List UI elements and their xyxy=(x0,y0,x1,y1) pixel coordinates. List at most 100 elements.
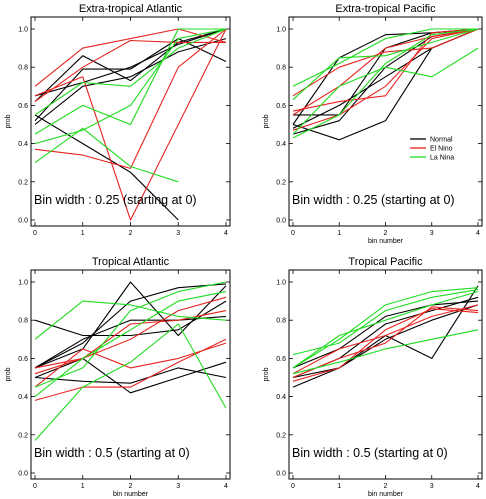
y-axis-label: prob xyxy=(263,367,270,381)
chart-panel-3: Tropical Atlantic 0.0 0.2 0.4 0.6 0.8 1.0 0 1 2 3 4… xyxy=(5,256,231,498)
chart-title: Extra-tropical Pacific xyxy=(335,3,436,15)
series-line-el-nino-7 xyxy=(34,39,226,103)
y-tick-label: 0.8 xyxy=(276,65,286,72)
series-line-normal-5 xyxy=(34,28,227,97)
series-line-el-nino-6 xyxy=(34,28,227,87)
x-tick-label: 4 xyxy=(476,483,480,490)
series-line-el-nino-9 xyxy=(34,342,227,388)
series-line-normal-3 xyxy=(34,367,227,384)
chart-title: Tropical Pacific xyxy=(348,256,423,268)
y-tick-label: 0.4 xyxy=(276,394,286,401)
x-axis-label: bin number xyxy=(368,238,404,245)
series-line-la-nina-13 xyxy=(34,127,179,183)
series-line-normal-1 xyxy=(34,38,227,122)
y-tick-label: 1.0 xyxy=(276,27,286,34)
x-tick-label: 3 xyxy=(430,230,434,237)
y-tick-label: 0.4 xyxy=(276,141,286,148)
y-tick-label: 0.6 xyxy=(276,103,286,110)
y-tick-label: 0.4 xyxy=(18,141,28,148)
series-line-la-nina-12 xyxy=(292,47,479,135)
series-line-normal-5 xyxy=(34,281,227,369)
series-line-el-nino-9 xyxy=(292,28,479,131)
chart-panel-4: Tropical Pacific 0.0 0.2 0.4 0.6 0.8 1.0 0 1 2 3 4 p… xyxy=(263,256,483,498)
x-tick-label: 2 xyxy=(129,483,133,490)
series-line-el-nino-6 xyxy=(292,304,479,375)
x-tick-label: 2 xyxy=(384,483,388,490)
x-tick-label: 3 xyxy=(176,230,180,237)
series-line-el-nino-7 xyxy=(292,28,479,116)
y-tick-label: 0.6 xyxy=(18,356,28,363)
series-line-el-nino-8 xyxy=(34,28,227,169)
series-line-la-nina-11 xyxy=(292,329,479,375)
series-line-la-nina-10 xyxy=(292,291,479,369)
series-line-la-nina-14 xyxy=(34,291,227,398)
y-tick-label: 0.0 xyxy=(18,218,28,225)
y-tick-label: 0.2 xyxy=(276,432,286,439)
x-tick-label: 3 xyxy=(176,483,180,490)
series-line-normal-1 xyxy=(34,300,227,337)
y-axis-label: prob xyxy=(263,114,270,128)
series-line-la-nina-13 xyxy=(292,28,479,101)
series-line-la-nina-11 xyxy=(292,28,479,139)
y-tick-label: 0.2 xyxy=(18,432,28,439)
y-tick-label: 1.0 xyxy=(18,27,28,34)
x-tick-label: 1 xyxy=(337,483,341,490)
series-line-normal-3 xyxy=(292,300,479,369)
y-tick-label: 1.0 xyxy=(276,280,286,287)
x-tick-label: 0 xyxy=(291,230,295,237)
bin-width-annotation: Bin width : 0.25 (starting at 0) xyxy=(292,193,455,207)
series-line-normal-2 xyxy=(34,283,227,369)
series-line-la-nina-12 xyxy=(34,300,227,340)
x-tick-label: 2 xyxy=(384,230,388,237)
series-line-normal-2 xyxy=(34,28,227,102)
series-group xyxy=(292,28,479,141)
x-tick-label: 4 xyxy=(476,230,480,237)
y-axis-label: prob xyxy=(5,367,12,381)
series-line-el-nino-10 xyxy=(34,338,227,401)
series-line-la-nina-13 xyxy=(34,281,227,388)
y-tick-label: 0.6 xyxy=(18,103,28,110)
x-tick-label: 4 xyxy=(224,483,228,490)
y-tick-label: 1.0 xyxy=(18,280,28,287)
chart-panel-2: Extra-tropical Pacific 0.0 0.2 0.4 0.6 0.8 1.0… xyxy=(263,3,483,245)
x-tick-label: 2 xyxy=(129,230,133,237)
series-line-el-nino-9 xyxy=(34,28,227,221)
x-axis-label: bin number xyxy=(368,491,404,498)
series-group xyxy=(34,28,227,221)
x-tick-label: 4 xyxy=(224,230,228,237)
y-axis-label: prob xyxy=(5,114,12,128)
x-axis-label: bin number xyxy=(113,491,149,498)
legend: Normal El Nino La Nina xyxy=(410,137,454,162)
y-tick-label: 0.2 xyxy=(276,179,286,186)
bin-width-annotation: Bin width : 0.5 (starting at 0) xyxy=(292,446,448,460)
y-tick-label: 0.8 xyxy=(18,318,28,325)
series-line-el-nino-8 xyxy=(292,28,479,97)
series-line-la-nina-11 xyxy=(34,28,227,116)
x-tick-label: 1 xyxy=(81,483,85,490)
y-tick-label: 0.6 xyxy=(276,356,286,363)
x-tick-label: 3 xyxy=(430,483,434,490)
y-tick-label: 0.8 xyxy=(276,318,286,325)
legend-label: Normal xyxy=(430,137,453,144)
y-tick-label: 0.0 xyxy=(276,471,286,478)
series-line-normal-4 xyxy=(292,28,479,135)
chart-panel-1: Extra-tropical Atlantic 0.0 0.2 0.4 0.6 0.8 1.… xyxy=(5,3,231,237)
series-line-la-nina-10 xyxy=(34,28,227,145)
legend-label: El Nino xyxy=(430,146,453,153)
series-line-el-nino-6 xyxy=(292,28,479,112)
y-tick-label: 0.0 xyxy=(276,218,286,225)
chart-title: Tropical Atlantic xyxy=(92,256,170,268)
legend-label: La Nina xyxy=(430,155,454,162)
series-line-normal-6 xyxy=(34,315,227,369)
series-line-la-nina-11 xyxy=(34,323,227,441)
series-group xyxy=(292,285,479,388)
x-tick-label: 0 xyxy=(291,483,295,490)
series-line-el-nino-5 xyxy=(292,306,479,379)
series-line-el-nino-7 xyxy=(292,308,479,382)
x-tick-label: 1 xyxy=(81,230,85,237)
y-tick-label: 0.8 xyxy=(18,65,28,72)
x-tick-label: 1 xyxy=(337,230,341,237)
series-line-la-nina-8 xyxy=(292,287,479,369)
x-tick-label: 0 xyxy=(33,483,37,490)
y-tick-label: 0.4 xyxy=(18,394,28,401)
